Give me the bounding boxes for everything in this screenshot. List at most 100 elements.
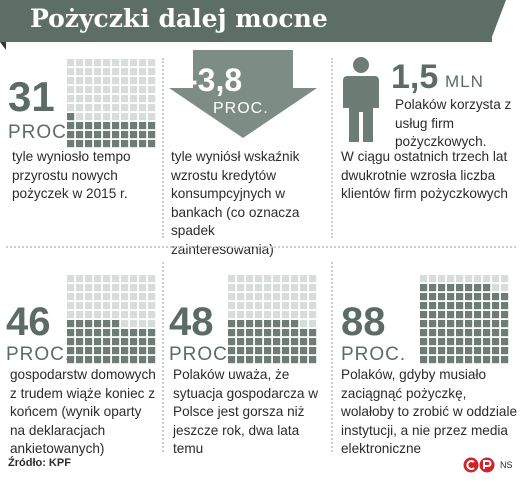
waffle-cell-filled: [94, 320, 102, 328]
waffle-cell-empty: [291, 284, 299, 292]
waffle-cell-filled: [501, 356, 509, 364]
waffle-cell-filled: [148, 140, 156, 148]
stat-panel-46: 46 PROC. gospodarstw domowych z trudem w…: [0, 250, 160, 456]
waffle-cell-filled: [474, 356, 482, 364]
waffle-cell-empty: [94, 68, 102, 76]
stat-value: 88: [341, 300, 386, 344]
waffle-cell-filled: [501, 302, 509, 310]
waffle-cell-empty: [94, 95, 102, 103]
waffle-cell-empty: [121, 320, 129, 328]
waffle-cell-filled: [438, 320, 446, 328]
waffle-cell-filled: [67, 329, 75, 337]
waffle-cell-filled: [483, 320, 491, 328]
waffle-cell-filled: [282, 329, 290, 337]
waffle-cell-empty: [112, 68, 120, 76]
waffle-cell-filled: [130, 122, 138, 130]
page-title: Pożyczki dalej mocne: [30, 4, 328, 33]
waffle-cell-empty: [94, 113, 102, 121]
waffle-cell-filled: [456, 347, 464, 355]
waffle-cell-empty: [273, 275, 281, 283]
waffle-cell-empty: [103, 77, 111, 85]
waffle-cell-filled: [121, 122, 129, 130]
waffle-cell-filled: [474, 329, 482, 337]
waffle-cell-filled: [94, 338, 102, 346]
waffle-cell-filled: [94, 122, 102, 130]
waffle-cell-filled: [291, 329, 299, 337]
waffle-cell-filled: [76, 122, 84, 130]
waffle-cell-filled: [139, 347, 147, 355]
waffle-cell-empty: [282, 293, 290, 301]
waffle-cell-empty: [121, 275, 129, 283]
waffle-cell-empty: [139, 302, 147, 310]
waffle-cell-filled: [465, 293, 473, 301]
waffle-cell-filled: [465, 284, 473, 292]
waffle-cell-empty: [121, 302, 129, 310]
waffle-cell-empty: [291, 311, 299, 319]
waffle-cell-filled: [438, 284, 446, 292]
waffle-cell-empty: [112, 275, 120, 283]
waffle-cell-empty: [67, 293, 75, 301]
waffle-chart: [420, 275, 509, 364]
waffle-cell-empty: [130, 59, 138, 67]
waffle-cell-empty: [67, 284, 75, 292]
waffle-cell-empty: [130, 284, 138, 292]
waffle-cell-filled: [456, 356, 464, 364]
waffle-cell-filled: [112, 356, 120, 364]
waffle-cell-filled: [148, 131, 156, 139]
waffle-cell-empty: [309, 311, 317, 319]
waffle-cell-filled: [492, 347, 500, 355]
stat-unit: PROC.: [6, 344, 72, 365]
waffle-cell-empty: [148, 86, 156, 94]
waffle-cell-empty: [291, 293, 299, 301]
waffle-cell-filled: [474, 347, 482, 355]
waffle-cell-empty: [228, 293, 236, 301]
waffle-cell-filled: [447, 329, 455, 337]
waffle-cell-filled: [273, 356, 281, 364]
waffle-cell-empty: [94, 104, 102, 112]
waffle-cell-empty: [112, 77, 120, 85]
waffle-cell-filled: [76, 320, 84, 328]
stat-value: 46: [6, 300, 51, 344]
waffle-cell-empty: [300, 275, 308, 283]
waffle-cell-filled: [112, 338, 120, 346]
waffle-cell-empty: [76, 284, 84, 292]
waffle-cell-filled: [94, 347, 102, 355]
waffle-cell-empty: [130, 95, 138, 103]
waffle-cell-empty: [85, 59, 93, 67]
waffle-cell-empty: [112, 104, 120, 112]
waffle-cell-filled: [85, 338, 93, 346]
waffle-cell-empty: [501, 284, 509, 292]
waffle-cell-filled: [121, 329, 129, 337]
waffle-cell-empty: [148, 59, 156, 67]
stat-description: Polaków uważa, że sytuacja gospodarcza w…: [173, 367, 319, 456]
waffle-cell-empty: [273, 302, 281, 310]
waffle-cell-filled: [264, 329, 272, 337]
waffle-cell-empty: [85, 86, 93, 94]
waffle-cell-filled: [67, 131, 75, 139]
waffle-cell-filled: [228, 356, 236, 364]
waffle-cell-empty: [94, 275, 102, 283]
waffle-cell-empty: [103, 113, 111, 121]
waffle-cell-empty: [300, 284, 308, 292]
stat-extra-text: W ciągu ostatnich trzech lat dwukrotnie …: [341, 149, 508, 201]
waffle-cell-filled: [483, 356, 491, 364]
waffle-cell-empty: [103, 311, 111, 319]
waffle-cell-empty: [255, 275, 263, 283]
waffle-cell-empty: [67, 302, 75, 310]
waffle-cell-filled: [130, 140, 138, 148]
waffle-cell-empty: [112, 59, 120, 67]
waffle-cell-empty: [456, 275, 464, 283]
waffle-cell-empty: [139, 95, 147, 103]
waffle-cell-filled: [492, 311, 500, 319]
waffle-cell-filled: [492, 293, 500, 301]
publisher-logo-icon: [463, 457, 495, 473]
waffle-cell-filled: [264, 320, 272, 328]
waffle-cell-filled: [429, 293, 437, 301]
waffle-cell-empty: [447, 275, 455, 283]
waffle-cell-filled: [300, 329, 308, 337]
waffle-cell-empty: [103, 275, 111, 283]
stat-unit: PROC.: [8, 122, 74, 143]
waffle-cell-filled: [228, 347, 236, 355]
waffle-cell-empty: [85, 311, 93, 319]
waffle-cell-empty: [85, 68, 93, 76]
